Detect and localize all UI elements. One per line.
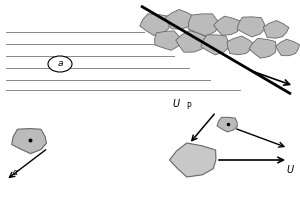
Polygon shape: [176, 31, 207, 52]
Polygon shape: [166, 10, 194, 29]
Text: P: P: [186, 102, 190, 111]
Polygon shape: [154, 31, 181, 50]
Polygon shape: [188, 14, 219, 36]
Polygon shape: [169, 143, 216, 177]
Polygon shape: [276, 39, 299, 56]
Polygon shape: [227, 36, 254, 55]
Text: U: U: [286, 165, 294, 175]
Text: U: U: [172, 99, 180, 109]
Polygon shape: [201, 35, 229, 55]
Polygon shape: [214, 16, 240, 35]
Text: a: a: [57, 60, 63, 68]
Polygon shape: [12, 129, 46, 154]
Circle shape: [48, 56, 72, 72]
Polygon shape: [217, 117, 237, 132]
Polygon shape: [237, 17, 265, 37]
Polygon shape: [263, 21, 289, 38]
Text: $\alpha$: $\alpha$: [12, 168, 19, 177]
Polygon shape: [249, 38, 276, 58]
Polygon shape: [140, 14, 169, 35]
